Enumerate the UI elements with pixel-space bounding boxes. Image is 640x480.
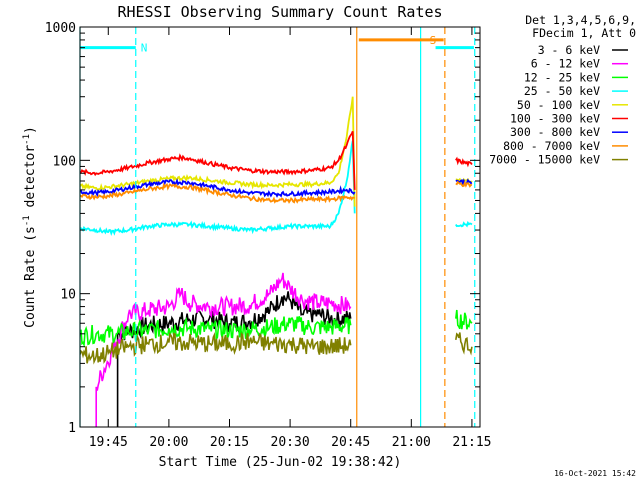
series-25-50-kev-line-2 — [455, 220, 473, 228]
x-tick-label-5: 20:45 — [331, 435, 370, 450]
legend: Det 1,3,4,5,6,9, FDecim 1, Att 0 3 - 6 k… — [489, 13, 636, 167]
y-label-end: ) — [23, 126, 38, 134]
y-tick-label-2: 10 — [60, 288, 76, 303]
x-axis-label: Start Time (25-Jun-02 19:38:42) — [159, 455, 402, 470]
chart-title: RHESSI Observing Summary Count Rates — [117, 3, 442, 21]
legend-label-7000-15000-kev: 7000 - 15000 keV — [489, 153, 600, 167]
series-6-12-kev-line-1 — [95, 272, 352, 427]
series-50-100-kev-line-1 — [80, 96, 356, 207]
x-tick-label-6: 21:00 — [392, 435, 431, 450]
legend-label-50-100-kev: 50 - 100 keV — [517, 98, 600, 112]
x-tick-label-2: 20:00 — [149, 435, 188, 450]
x-tick-label-4: 20:30 — [271, 435, 310, 450]
series-layer — [80, 96, 473, 427]
legend-header-line-2: FDecim 1, Att 0 — [532, 26, 636, 40]
y-tick-label-4: 1000 — [45, 21, 76, 36]
y-label-main: Count Rate (s — [23, 226, 38, 328]
y-label-mid: detector — [23, 145, 38, 216]
series-300-800-kev-line-1 — [80, 178, 356, 198]
x-tick-label-3: 20:15 — [210, 435, 249, 450]
legend-header-line-1: Det 1,3,4,5,6,9, — [525, 13, 636, 27]
x-tick-label-1: 19:45 — [89, 435, 128, 450]
series-25-50-kev-line-1 — [80, 140, 356, 236]
series-12-25-kev-line-1 — [80, 316, 352, 348]
plot-frame — [79, 26, 481, 428]
x-tick-label-7: 21:15 — [452, 435, 491, 450]
legend-label-800-7000-kev: 800 - 7000 keV — [503, 139, 600, 153]
y-axis: 1 10 100 1000 — [45, 21, 480, 436]
series-100-300-kev-line-1 — [80, 130, 356, 190]
series-7000-15000-kev-line-1 — [80, 331, 352, 365]
y-tick-label-1: 1 — [68, 421, 76, 436]
legend-label-25-50-kev: 25 - 50 keV — [524, 84, 600, 98]
legend-label-12-25-kev: 12 - 25 keV — [524, 70, 600, 84]
x-axis: 19:45 20:00 20:15 20:30 20:45 21:00 21:15 — [89, 27, 491, 450]
flag-label-n: N — [141, 42, 148, 55]
legend-label-6-12-kev: 6 - 12 keV — [531, 57, 600, 71]
flag-label-s: S — [430, 34, 437, 47]
series-800-7000-kev-line-1 — [80, 182, 356, 204]
y-tick-label-3: 100 — [53, 154, 76, 169]
y-axis-label: Count Rate (s-1 detector-1) — [22, 126, 38, 328]
series-800-7000-kev-line-2 — [455, 180, 473, 188]
series-12-25-kev-line-2 — [455, 309, 473, 330]
series-7000-15000-kev-line-2 — [455, 332, 473, 356]
series-100-300-kev-line-2 — [455, 156, 473, 168]
footer-timestamp: 16-Oct-2021 15:42 — [554, 469, 636, 478]
legend-label-3-6-kev: 3 - 6 keV — [538, 43, 600, 57]
series-3-6-kev-line-1 — [116, 291, 352, 427]
legend-label-300-800-kev: 300 - 800 keV — [510, 125, 600, 139]
y-label-sup1: -1 — [22, 215, 32, 226]
legend-label-100-300-kev: 100 - 300 keV — [510, 112, 600, 126]
y-label-sup2: -1 — [22, 134, 32, 145]
